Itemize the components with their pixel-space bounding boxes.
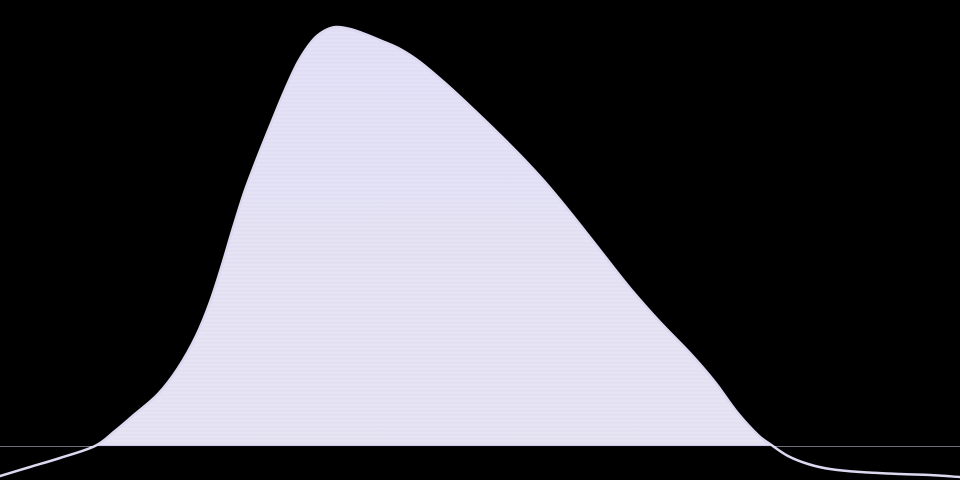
area-fill-dither xyxy=(0,26,960,447)
curve-line xyxy=(0,25,960,479)
